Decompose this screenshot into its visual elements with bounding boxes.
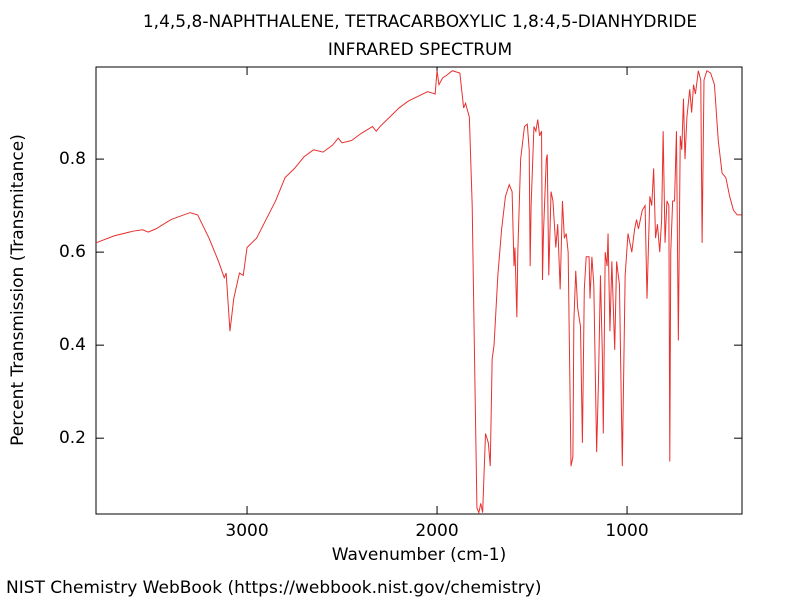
chart-title: 1,4,5,8-NAPHTHALENE, TETRACARBOXYLIC 1,8… [143, 12, 697, 32]
x-axis-label: Wavenumber (cm-1) [332, 545, 507, 565]
source-note: NIST Chemistry WebBook (https://webbook.… [6, 578, 541, 598]
y-tick-label: 0.6 [59, 242, 86, 262]
chart-subtitle: INFRARED SPECTRUM [328, 40, 512, 60]
y-tick-label: 0.4 [59, 335, 86, 355]
y-axis-label: Percent Transmission (Transmitance) [8, 134, 28, 446]
y-tick-label: 0.8 [59, 149, 86, 169]
spectrum-line [95, 69, 742, 515]
plot-frame [95, 66, 743, 515]
x-tick-label: 2000 [415, 521, 458, 541]
x-tick-label: 1000 [605, 521, 648, 541]
x-tick-label: 3000 [225, 521, 268, 541]
y-tick-label: 0.2 [59, 428, 86, 448]
